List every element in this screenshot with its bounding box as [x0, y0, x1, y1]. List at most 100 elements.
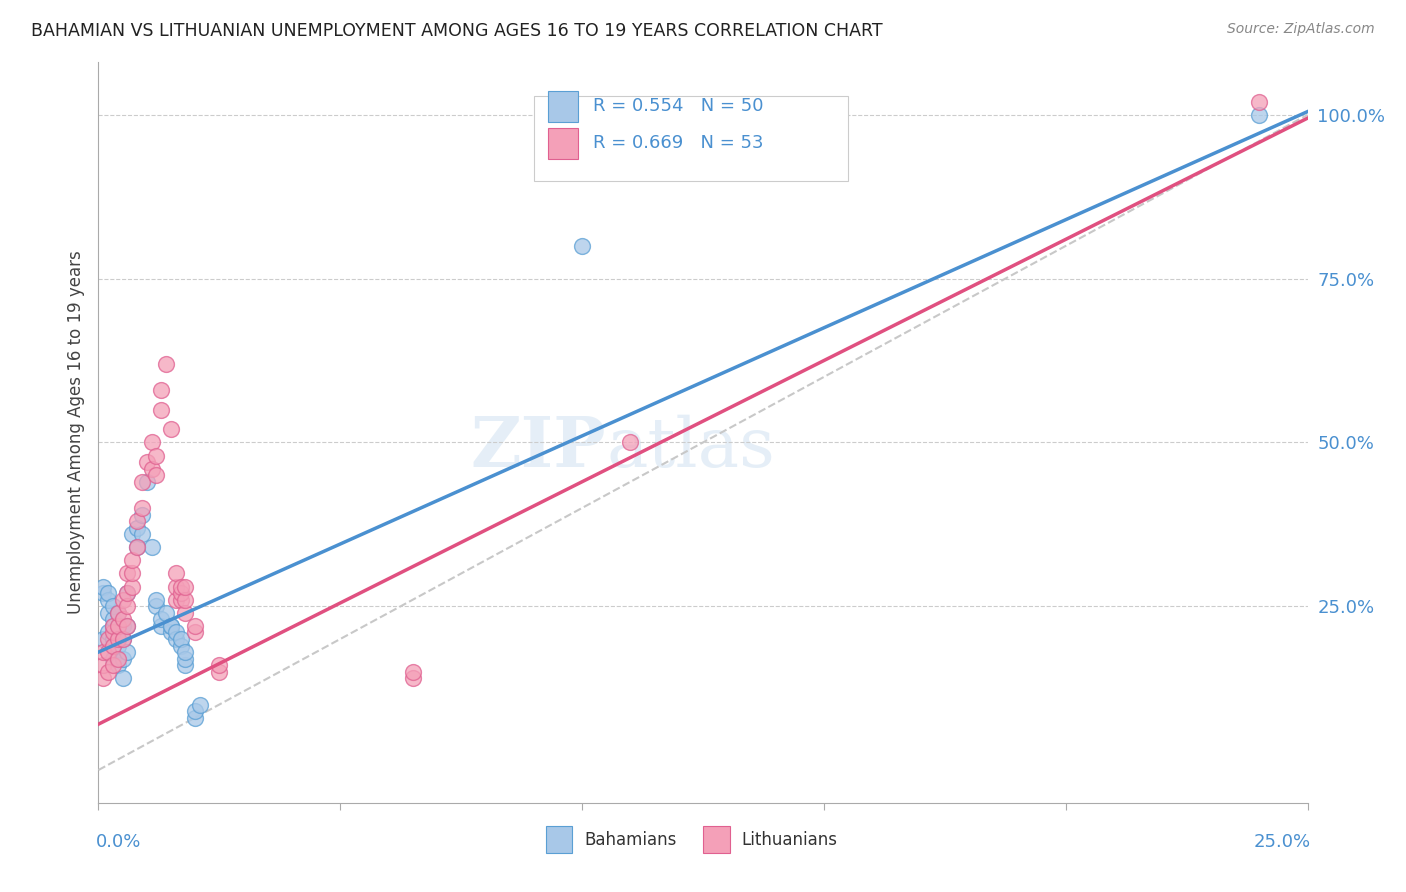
Point — [91, 658, 114, 673]
Point — [174, 651, 197, 665]
Point — [101, 658, 124, 673]
Point — [145, 592, 167, 607]
Point — [208, 658, 231, 673]
Point — [160, 625, 183, 640]
Point — [107, 658, 129, 673]
Point — [165, 625, 187, 640]
Point — [91, 580, 114, 594]
Point — [117, 619, 139, 633]
Text: 25.0%: 25.0% — [1253, 833, 1310, 851]
Point — [117, 586, 139, 600]
Point — [165, 580, 187, 594]
Point — [169, 632, 191, 646]
Point — [101, 639, 124, 653]
Point — [1249, 95, 1271, 109]
Bar — [548, 128, 578, 159]
Point — [121, 580, 143, 594]
Point — [188, 698, 211, 712]
Point — [97, 645, 120, 659]
Point — [127, 541, 149, 555]
Point — [174, 658, 197, 673]
Point — [91, 671, 114, 685]
Point — [165, 592, 187, 607]
Point — [155, 357, 177, 371]
Point — [165, 632, 187, 646]
Bar — [548, 91, 578, 121]
Text: 0.0%: 0.0% — [96, 833, 141, 851]
Text: R = 0.554   N = 50: R = 0.554 N = 50 — [593, 97, 763, 115]
Point — [1249, 108, 1271, 122]
Point — [101, 599, 124, 614]
Point — [117, 619, 139, 633]
Point — [111, 619, 134, 633]
Point — [97, 632, 120, 646]
Point — [145, 449, 167, 463]
Point — [135, 475, 157, 489]
Point — [97, 665, 120, 679]
Point — [160, 619, 183, 633]
Text: Bahamians: Bahamians — [585, 830, 676, 849]
Point — [117, 586, 139, 600]
Point — [127, 541, 149, 555]
Point — [107, 651, 129, 665]
Y-axis label: Unemployment Among Ages 16 to 19 years: Unemployment Among Ages 16 to 19 years — [66, 251, 84, 615]
Point — [121, 553, 143, 567]
Point — [97, 586, 120, 600]
Point — [571, 239, 593, 253]
Point — [169, 580, 191, 594]
Point — [107, 639, 129, 653]
Point — [402, 665, 425, 679]
Point — [97, 592, 120, 607]
Point — [141, 461, 163, 475]
Point — [91, 586, 114, 600]
Point — [97, 625, 120, 640]
FancyBboxPatch shape — [534, 95, 848, 181]
Bar — [546, 827, 572, 853]
Point — [155, 606, 177, 620]
Point — [131, 475, 153, 489]
Point — [101, 619, 124, 633]
Point — [111, 612, 134, 626]
Point — [101, 651, 124, 665]
Point — [121, 566, 143, 581]
Point — [107, 619, 129, 633]
Point — [101, 619, 124, 633]
Point — [97, 606, 120, 620]
Point — [107, 606, 129, 620]
Point — [111, 651, 134, 665]
Point — [169, 639, 191, 653]
Point — [174, 606, 197, 620]
Point — [131, 527, 153, 541]
Point — [135, 455, 157, 469]
Point — [107, 632, 129, 646]
Point — [184, 619, 207, 633]
Point — [160, 422, 183, 436]
Text: Source: ZipAtlas.com: Source: ZipAtlas.com — [1227, 22, 1375, 37]
Point — [174, 592, 197, 607]
Text: atlas: atlas — [606, 414, 775, 481]
Point — [141, 435, 163, 450]
Point — [165, 566, 187, 581]
Point — [91, 632, 114, 646]
Text: BAHAMIAN VS LITHUANIAN UNEMPLOYMENT AMONG AGES 16 TO 19 YEARS CORRELATION CHART: BAHAMIAN VS LITHUANIAN UNEMPLOYMENT AMON… — [31, 22, 883, 40]
Point — [174, 645, 197, 659]
Point — [107, 606, 129, 620]
Point — [121, 527, 143, 541]
Point — [111, 632, 134, 646]
Point — [111, 592, 134, 607]
Point — [150, 619, 173, 633]
Point — [127, 514, 149, 528]
Point — [111, 632, 134, 646]
Point — [101, 632, 124, 646]
Point — [184, 625, 207, 640]
Text: R = 0.669   N = 53: R = 0.669 N = 53 — [593, 134, 763, 153]
Text: Lithuanians: Lithuanians — [742, 830, 838, 849]
Point — [111, 671, 134, 685]
Point — [150, 383, 173, 397]
Point — [131, 500, 153, 515]
Point — [131, 508, 153, 522]
Point — [160, 619, 183, 633]
Point — [145, 468, 167, 483]
Point — [184, 704, 207, 718]
Point — [117, 599, 139, 614]
